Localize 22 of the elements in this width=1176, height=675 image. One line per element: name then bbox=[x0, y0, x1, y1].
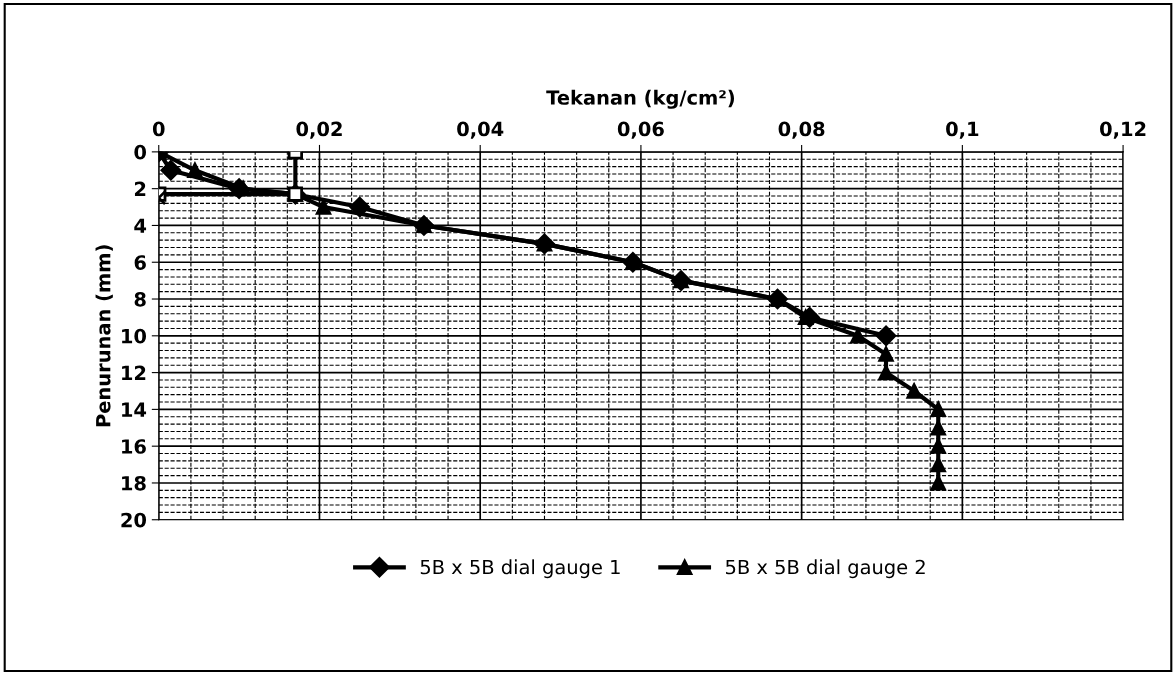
y-tick-label: 20 bbox=[121, 512, 147, 528]
y-tick-label: 14 bbox=[122, 402, 147, 417]
x-tick-label: 0 bbox=[152, 121, 165, 137]
x-tick-label: 0,08 bbox=[778, 121, 825, 139]
x-tick-label: 0,04 bbox=[457, 121, 504, 139]
y-tick-label: 2 bbox=[134, 181, 146, 197]
y-tick-label: 4 bbox=[134, 218, 147, 233]
legend-label: 5B x 5B dial gauge 1 bbox=[420, 559, 620, 579]
x-tick-label: 0,06 bbox=[617, 121, 664, 139]
y-tick-label: 0 bbox=[134, 144, 147, 160]
y-tick-label: 10 bbox=[122, 328, 147, 344]
x-axis-title: Tekanan (kg/cm²) bbox=[546, 89, 735, 109]
y-tick-label: 16 bbox=[122, 439, 146, 454]
y-tick-label: 6 bbox=[134, 255, 146, 270]
x-tick-label: 0,1 bbox=[946, 121, 979, 139]
y-tick-label: 18 bbox=[122, 475, 146, 491]
x-tick-label: 0,02 bbox=[296, 121, 342, 139]
y-tick-label: 12 bbox=[122, 365, 146, 380]
y-tick-label: 8 bbox=[134, 291, 146, 307]
y-axis-title: Penurunan (mm) bbox=[95, 245, 113, 427]
x-tick-label: 0,12 bbox=[1100, 121, 1146, 139]
legend-label: 5B x 5B dial gauge 2 bbox=[726, 559, 925, 579]
